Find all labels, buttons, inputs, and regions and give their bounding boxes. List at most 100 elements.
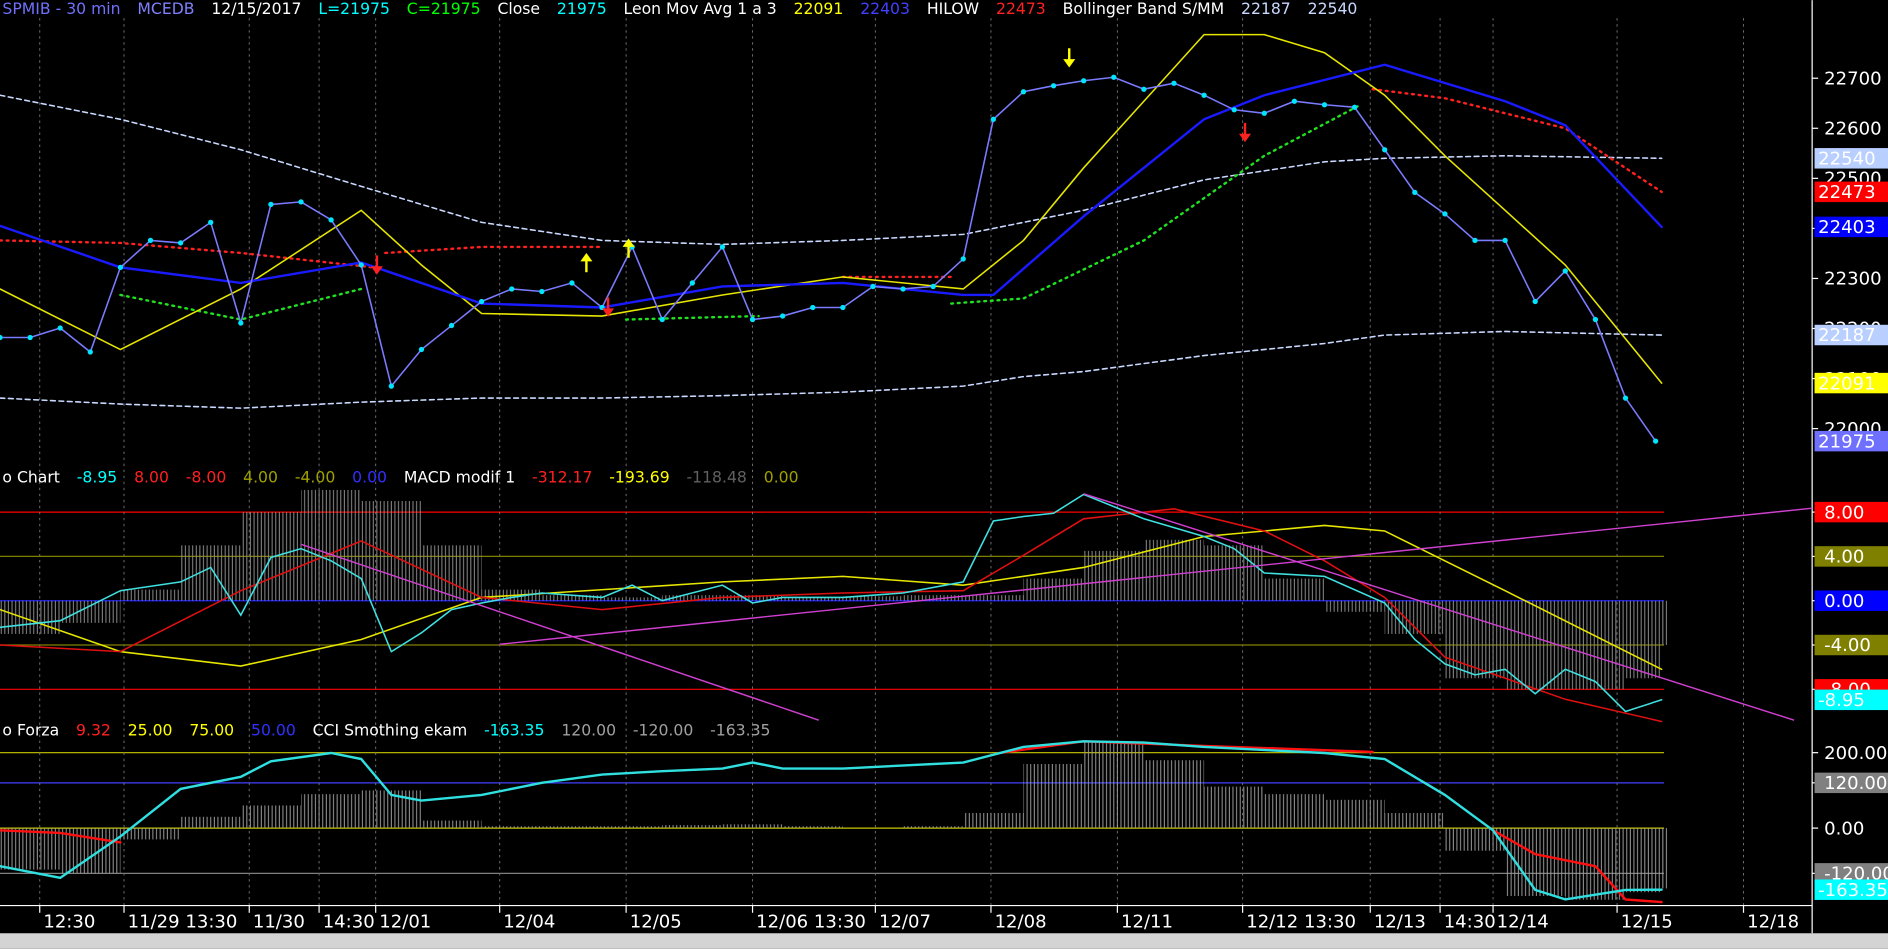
scrollbar[interactable]	[0, 933, 1888, 949]
legend-item: 22091	[794, 0, 844, 18]
series-marker	[1081, 78, 1087, 84]
histogram-bar	[722, 595, 783, 601]
series-marker	[57, 325, 63, 331]
histogram-bar	[1661, 600, 1669, 646]
series-line	[0, 493, 1663, 713]
histogram-bar	[903, 595, 964, 601]
histogram-bar	[0, 828, 61, 870]
value-box-label: -163.35	[1818, 880, 1888, 901]
legend-item: -8.95	[77, 468, 117, 487]
x-tick-label: 12/13	[1374, 911, 1426, 932]
histogram-bar	[1204, 786, 1265, 829]
legend-item: 25.00	[128, 720, 173, 739]
histogram-bar	[1444, 600, 1506, 679]
legend-item: HILOW	[927, 0, 979, 18]
series-marker	[298, 199, 304, 205]
legend-item: 120.00	[561, 720, 616, 739]
series-marker	[1351, 104, 1358, 110]
x-tick-label: 12/11	[1121, 911, 1173, 932]
histogram-bar	[1625, 600, 1662, 679]
histogram-bar	[1083, 741, 1144, 829]
histogram-bar	[1023, 578, 1084, 601]
series-marker	[418, 346, 425, 353]
y-tick-label: 22300	[1824, 269, 1881, 290]
value-box	[1814, 372, 1888, 394]
histogram-bar	[1204, 545, 1265, 601]
y-tick-label: -120.00	[1824, 864, 1888, 885]
legend-item: SPMIB - 30 min	[2, 0, 120, 18]
histogram-bar	[782, 826, 843, 829]
histogram-bar	[361, 790, 422, 829]
series-marker	[358, 262, 364, 268]
series-line	[1371, 87, 1663, 194]
histogram-bar	[301, 794, 362, 829]
signal-arrows	[370, 48, 1252, 317]
x-tick-label: 14:30	[1444, 911, 1496, 932]
trend-line	[499, 507, 1813, 645]
series-marker	[780, 313, 786, 319]
series-marker	[448, 322, 455, 329]
series-marker	[1050, 83, 1057, 89]
series-line	[0, 829, 122, 844]
value-box	[1814, 181, 1888, 203]
x-tick-label: 12:30	[43, 911, 95, 932]
legend-item: 0.00	[764, 468, 799, 487]
legend-item: 75.00	[189, 720, 234, 739]
legend-item: -163.35	[710, 720, 770, 739]
series-marker	[147, 237, 154, 244]
value-box-label: -8.95	[1818, 690, 1865, 711]
trend-line	[1083, 493, 1795, 721]
series-marker	[1532, 298, 1538, 305]
y-tick-label: 200.00	[1824, 743, 1887, 764]
histogram-bar	[1324, 799, 1385, 829]
value-box-label: 22473	[1818, 182, 1875, 203]
legend-item: -4.00	[295, 468, 335, 487]
histogram-bar	[602, 826, 663, 829]
histogram-bar	[180, 816, 241, 829]
series-marker	[509, 286, 515, 292]
legend-item: 12/15/2017	[211, 0, 301, 18]
series-marker	[1622, 395, 1629, 401]
series-marker	[1201, 92, 1207, 98]
y-tick-label: 0.00	[1824, 591, 1864, 612]
legend-item: Bollinger Band S/MM	[1063, 0, 1225, 18]
series-marker	[1412, 189, 1418, 196]
series-marker	[749, 316, 756, 323]
tick-box	[1814, 501, 1888, 523]
histogram-bar	[722, 824, 783, 829]
legend-item: o Chart	[2, 468, 60, 487]
y-tick-label: 0.00	[1824, 818, 1864, 839]
x-tick-label: 12/12 13:30	[1246, 911, 1356, 932]
series-marker	[810, 304, 816, 311]
x-tick-label: 12/15	[1621, 911, 1673, 932]
legend-item: 9.32	[76, 720, 111, 739]
legend-item: -312.17	[532, 468, 592, 487]
series-marker	[268, 201, 274, 208]
x-tick-label: 12/04	[503, 911, 555, 932]
tick-box	[1814, 863, 1888, 884]
series-marker	[1592, 316, 1599, 323]
x-tick-label: 12/05	[630, 911, 682, 932]
x-tick-label: 11/29 13:30	[128, 911, 238, 932]
series-line	[0, 740, 1663, 901]
histogram-bar	[120, 828, 181, 840]
value-box-label: 22540	[1818, 149, 1875, 170]
series-marker	[840, 304, 846, 311]
series-marker	[539, 288, 545, 295]
legend-item: -193.69	[609, 468, 669, 487]
series-marker	[27, 334, 33, 341]
series-marker	[0, 334, 3, 341]
histogram-bar	[240, 805, 302, 829]
histogram-bar	[1384, 813, 1445, 829]
histogram-bar	[782, 597, 843, 601]
histogram-bar	[541, 595, 603, 601]
y-tick-label: 120.00	[1824, 773, 1887, 794]
legend-item: 4.00	[243, 468, 278, 487]
legend-item: Close	[497, 0, 540, 18]
tick-box	[1814, 590, 1888, 611]
series-line	[0, 239, 375, 269]
series-marker	[238, 320, 244, 326]
